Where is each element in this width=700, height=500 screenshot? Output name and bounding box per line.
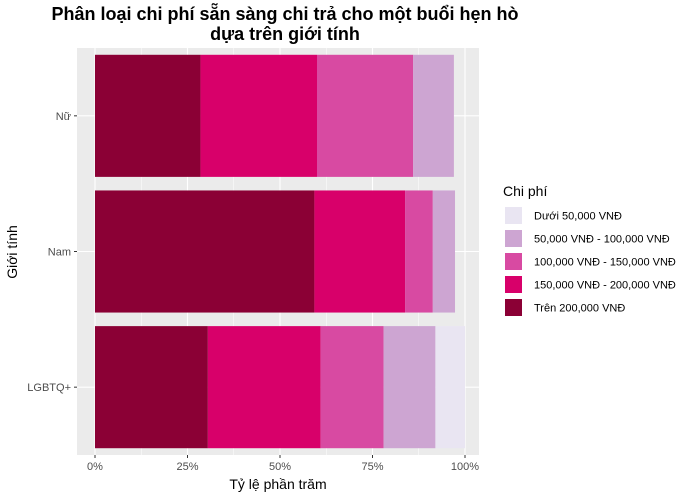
legend-swatch — [505, 253, 522, 270]
legend-label: 150,000 VNĐ - 200,000 VNĐ — [534, 280, 676, 292]
bar-segment — [200, 54, 317, 177]
bar-segment — [383, 326, 436, 449]
bar-segment — [95, 54, 201, 177]
bar-segment — [413, 54, 454, 177]
bar-segment — [317, 54, 414, 177]
y-tick-label: Nữ — [56, 111, 72, 123]
x-axis-ticks: 0% 25% 50% 75% 100% — [87, 455, 479, 473]
legend-swatch — [505, 230, 522, 247]
legend-label: 100,000 VNĐ - 150,000 VNĐ — [534, 257, 676, 269]
y-tick-label: Nam — [48, 247, 71, 259]
legend-title: Chi phí — [503, 183, 547, 199]
legend: Chi phí Dưới 50,000 VNĐ 50,000 VNĐ - 100,… — [503, 183, 676, 316]
x-axis-title: Tỷ lệ phần trăm — [229, 476, 326, 492]
bar-segment — [405, 190, 433, 313]
legend-label: Trên 200,000 VNĐ — [534, 303, 625, 315]
y-axis-ticks: Nữ Nam LGBTQ+ — [27, 111, 77, 394]
x-tick-label: 0% — [87, 461, 103, 473]
bar-segment — [95, 190, 315, 313]
bar-segment — [207, 326, 321, 449]
legend-swatch — [505, 207, 522, 224]
chart-title-line-2: dựa trên giới tính — [210, 24, 360, 44]
legend-swatch — [505, 299, 522, 316]
x-tick-label: 100% — [451, 461, 479, 473]
bars — [95, 54, 465, 449]
bar-segment — [320, 326, 384, 449]
y-axis-title: Giới tính — [4, 225, 20, 279]
bar-segment — [435, 326, 465, 449]
x-tick-label: 50% — [269, 461, 291, 473]
legend-label: Dưới 50,000 VNĐ — [534, 211, 622, 223]
bar-segment — [95, 326, 208, 449]
chart-title-line-1: Phân loại chi phí sẵn sàng chi trả cho m… — [51, 2, 518, 24]
legend-swatch — [505, 276, 522, 293]
x-tick-label: 25% — [176, 461, 198, 473]
bar-segment — [314, 190, 406, 313]
bar-segment — [432, 190, 456, 313]
x-tick-label: 75% — [361, 461, 383, 473]
legend-label: 50,000 VNĐ - 100,000 VNĐ — [534, 234, 670, 246]
y-tick-label: LGBTQ+ — [27, 382, 71, 394]
